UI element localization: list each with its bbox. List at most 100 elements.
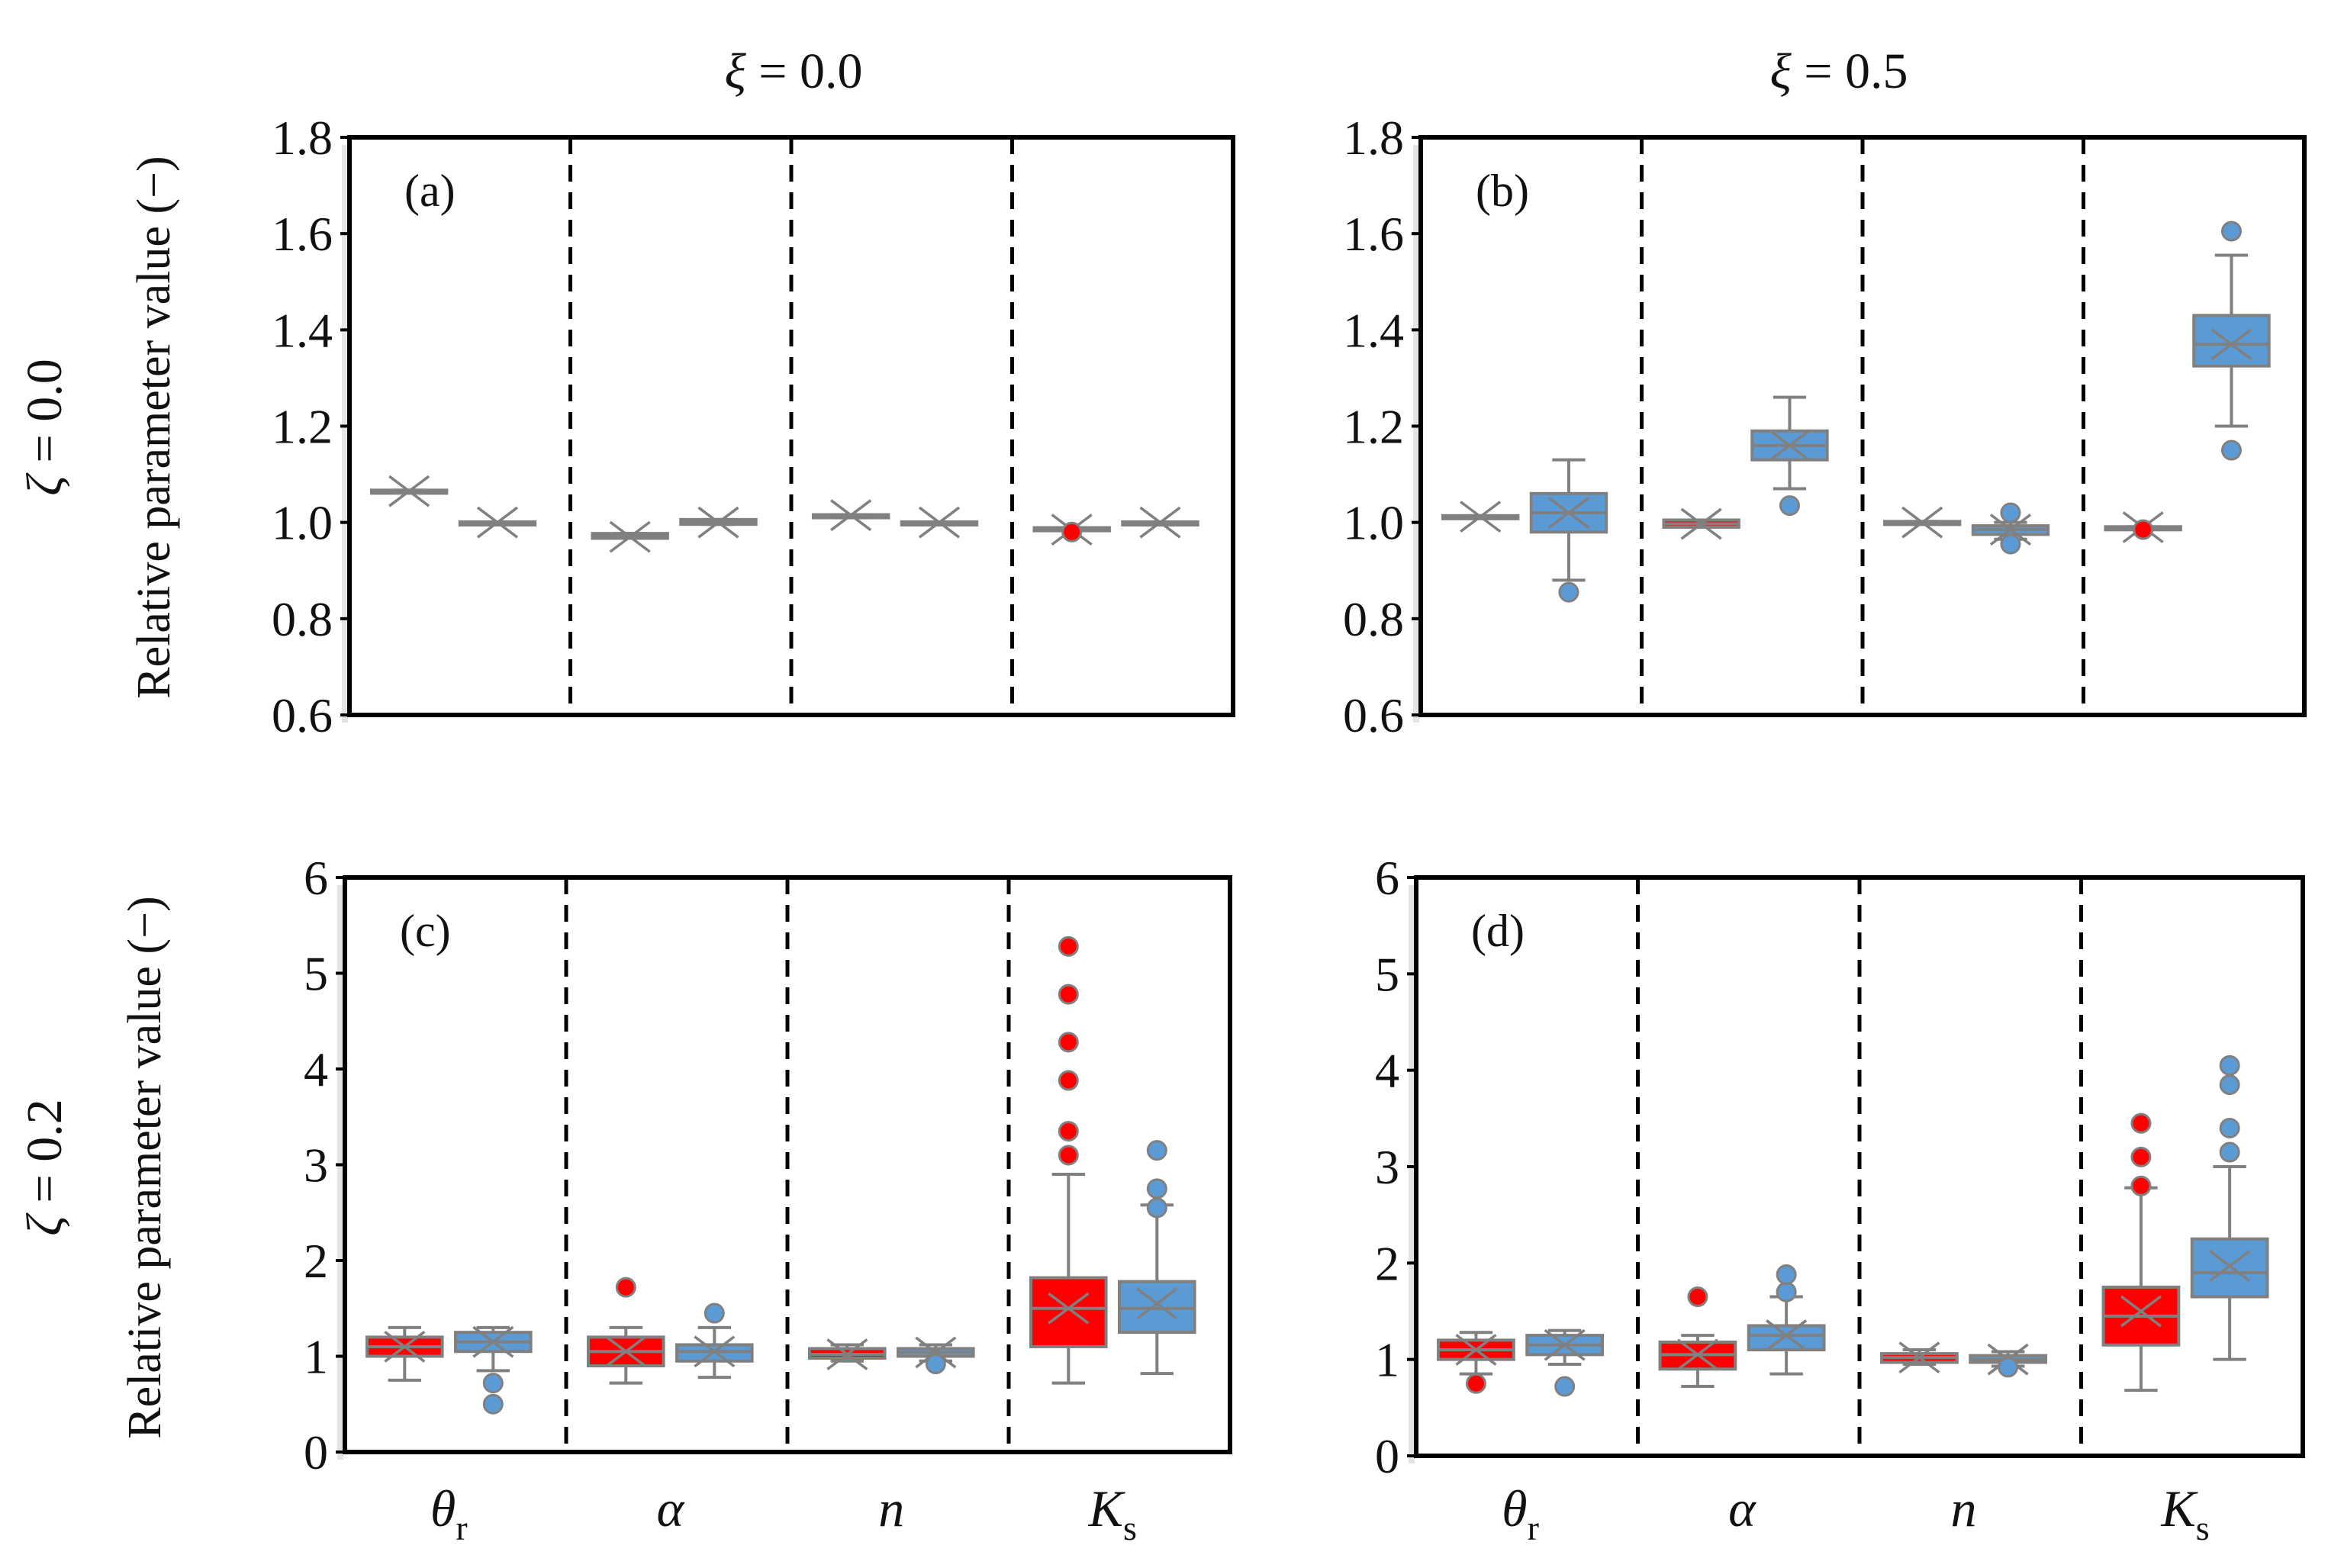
outlier-point [615,1277,636,1298]
row-title-2: ζ = 0.2 [17,1099,72,1235]
mean-marker [918,506,961,539]
box-body [2192,314,2271,368]
panel-label: (c) [400,906,451,956]
x-category-subscript: s [2196,1508,2210,1547]
box-blue-1 [675,1302,754,1380]
mean-marker [1139,506,1181,539]
x-category-label: α [656,1479,684,1537]
row-title-2-var: ζ [17,1212,72,1236]
x-category-label: α [1728,1479,1756,1537]
outlier-point [1146,1140,1167,1161]
outlier-point [925,1354,946,1375]
box-red-3 [1032,514,1111,546]
mean-marker [388,475,430,507]
x-category-subscript: r [456,1508,467,1547]
mean-marker [1680,507,1722,540]
outlier-point [1058,1145,1079,1166]
y-tick-label: 6 [1375,851,1399,905]
col-title-2: ξ = 0.5 [1770,43,1908,99]
y-tick-label: 1 [304,1330,328,1384]
outlier-point [1058,1070,1079,1091]
outlier-point [2130,1146,2152,1167]
axis-shadow [1413,145,1419,723]
mean-marker [1136,1287,1178,1320]
axis-shadow [337,885,343,1460]
y-tick-label: 5 [304,947,328,1001]
mean-marker [2210,328,2252,361]
x-category-main: K [1088,1479,1126,1537]
outlier-point [1058,984,1079,1005]
panel-label: (a) [404,166,456,216]
outlier-point [482,1373,504,1394]
outlier-point [2219,1054,2240,1076]
x-category-main: α [656,1479,684,1537]
box-red-0 [369,475,449,507]
outlier-point [1058,935,1079,957]
mean-marker [2120,1295,2162,1328]
x-category-main: θ [430,1479,456,1537]
outlier-point [1061,521,1083,543]
y-tick-label: 1.6 [272,207,333,261]
box-blue-2 [900,506,979,539]
ylabel-bottom: Relative parameter value (−) [119,896,171,1438]
y-tick-label: 0.8 [1343,592,1404,646]
panel-a: 0.6 0.8 1.0 1.2 1.4 1.6 1.8 (a) [272,111,1235,742]
box-red-2 [1882,506,1962,539]
y-tick-label: 1.8 [1343,111,1404,165]
x-category-main: θ [1502,1479,1527,1537]
box-blue-3 [1118,1140,1196,1376]
box-blue-2 [1969,1343,2048,1378]
panel-label: (d) [1471,906,1525,956]
box-blue-0 [454,1325,533,1415]
mean-marker [1048,1292,1090,1325]
y-tick-label: 0.8 [272,592,333,646]
outlier-point [2133,519,2154,540]
outlier-point [1146,1197,1167,1219]
box-red-1 [591,520,669,553]
mean-marker [1455,1334,1497,1366]
box-body [1029,1276,1108,1348]
mean-marker [826,1338,868,1370]
box-red-1 [1662,507,1740,540]
mean-marker [476,506,519,539]
panels: 0.6 0.8 1.0 1.2 1.4 1.6 1.8 (a) 0.6 0.8 1.0 1.2 1.4 1… [272,111,2307,1483]
outlier-point [2130,1112,2152,1134]
y-tick-label: 3 [1375,1140,1399,1194]
outlier-point [1558,581,1579,603]
y-tick-label: 4 [304,1042,328,1096]
y-tick-label: 1.4 [1343,303,1404,357]
box-body [1747,1324,1826,1352]
y-tick-label: 0.6 [272,688,333,742]
box-blue-1 [1747,1264,1826,1376]
box-red-0 [1437,1331,1515,1394]
outlier-point [1998,1357,2019,1378]
y-tick-label: 1.8 [272,111,333,165]
mean-marker [472,1325,514,1358]
mean-marker [1676,1338,1718,1371]
ylabel-top: Relative parameter value (−) [128,156,180,698]
y-tick-label: 6 [304,851,328,905]
axis-shadow [342,145,348,723]
box-red-2 [1880,1341,1959,1374]
box-red-3 [1029,935,1108,1385]
x-category-main: α [1728,1479,1756,1537]
y-tick-label: 0 [304,1425,328,1479]
mean-marker [1989,514,2032,546]
outlier-point [1776,1264,1797,1285]
y-tick-label: 1.2 [1343,400,1404,454]
mean-marker [1766,1319,1808,1351]
box-red-3 [2104,511,2182,543]
outlier-point [2220,221,2242,242]
box-red-2 [808,1338,887,1370]
y-tick-label: 1.2 [272,400,333,454]
box-red-0 [1441,501,1520,533]
outlier-point [704,1302,725,1324]
x-category-label: θr [1502,1479,1539,1547]
box-red-2 [811,499,890,532]
y-tick-label: 1 [1375,1333,1399,1387]
mean-marker [1460,501,1502,533]
panel-d: 0 1 2 3 4 5 6 (d) [1375,851,2305,1483]
x-category-subscript: s [1123,1508,1137,1547]
box-body [2190,1237,2269,1299]
